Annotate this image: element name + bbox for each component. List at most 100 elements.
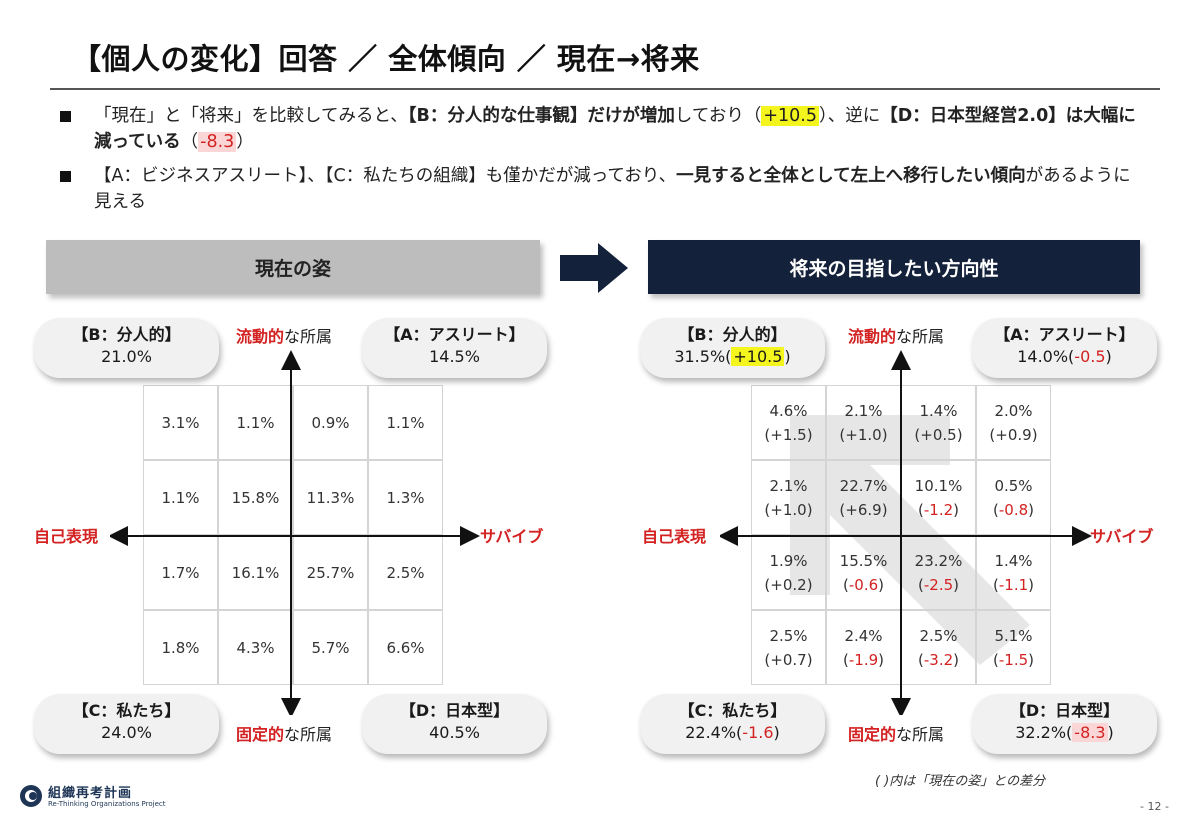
cell-diff: (+0.5) [914, 425, 963, 444]
cell-diff: (-1.9) [843, 650, 884, 669]
right-quadrant-a-value: 14.0%(-0.5) [1017, 347, 1112, 366]
left-grid-cell: 3.1% [143, 385, 218, 460]
left-quadrant-d-value: 40.5% [429, 723, 480, 742]
left-grid-cell: 25.7% [293, 535, 368, 610]
left-quadrant-b: 【B：分人的】 21.0% [34, 318, 219, 378]
cell-value: 6.6% [386, 638, 425, 657]
left-grid-cell: 2.5% [368, 535, 443, 610]
cell-value: 3.1% [161, 413, 200, 432]
right-axis-bottom-label: 固定的な所属 [848, 725, 945, 744]
bullet-square-icon [60, 171, 71, 182]
cell-value: 4.6% [769, 401, 808, 420]
current-state-header: 現在の姿 [46, 240, 540, 294]
cell-value: 5.7% [311, 638, 350, 657]
cell-diff: (+1.0) [839, 425, 888, 444]
cell-value: 2.5% [919, 626, 958, 645]
left-grid-cell: 1.7% [143, 535, 218, 610]
cell-diff: (-2.5) [918, 575, 959, 594]
cell-value: 2.0% [994, 401, 1033, 420]
future-direction-header: 将来の目指したい方向性 [648, 240, 1140, 294]
bullet-1-text-d: ）、逆に [818, 106, 881, 126]
left-grid-cell: 0.9% [293, 385, 368, 460]
left-axis-left-label: 自己表現 [34, 527, 99, 546]
right-quadrant-b: 【B：分人的】 31.5%(+10.5) [640, 318, 825, 378]
cell-value: 1.1% [386, 413, 425, 432]
bullet-1-text-c: しており（ [674, 106, 762, 126]
logo-dot-icon [29, 792, 37, 800]
left-quadrant-d-title: 【D：日本型】 [399, 701, 510, 720]
cell-value: 0.9% [311, 413, 350, 432]
right-quadrant-c-title: 【C：私たち】 [678, 701, 787, 720]
cell-value: 1.1% [236, 413, 275, 432]
cell-diff: (-0.8) [993, 500, 1034, 519]
cell-value: 16.1% [231, 563, 280, 582]
cell-diff: (+0.7) [764, 650, 813, 669]
cell-value: 5.1% [994, 626, 1033, 645]
cell-diff: (+1.5) [764, 425, 813, 444]
cell-value: 2.1% [769, 476, 808, 495]
left-grid-cell: 11.3% [293, 460, 368, 535]
right-axis-top-label: 流動的な所属 [848, 327, 945, 346]
bullet-1-emphasis-d: 【D：日本型経営2.0】は大幅に減っている [94, 106, 1136, 152]
right-quadrant-a: 【A：アスリート】 14.0%(-0.5) [972, 318, 1157, 378]
bullet-square-icon [60, 111, 71, 122]
cell-value: 4.3% [236, 638, 275, 657]
cell-diff: (-1.2) [918, 500, 959, 519]
cell-diff: (+0.9) [989, 425, 1038, 444]
cell-value: 15.8% [231, 488, 280, 507]
cell-value: 2.1% [844, 401, 883, 420]
left-quadrant-a-title: 【A：アスリート】 [384, 325, 525, 344]
right-axes [720, 350, 1092, 715]
right-grid-cell: 5.1% (-1.5) [976, 610, 1051, 685]
bullet-1: 「現在」と「将来」を比較してみると、【B：分人的な仕事観】だけが増加しており（ +… [60, 103, 1145, 155]
right-grid-cell: 2.5% (-3.2) [901, 610, 976, 685]
cell-diff: (+6.9) [839, 500, 888, 519]
left-quadrant-a-value: 14.5% [429, 347, 480, 366]
right-quadrant-a-title: 【A：アスリート】 [994, 325, 1135, 344]
cell-value: 1.4% [919, 401, 958, 420]
left-quadrant-a: 【A：アスリート】 14.5% [362, 318, 547, 378]
cell-value: 2.5% [386, 563, 425, 582]
right-quadrant-c: 【C：私たち】 22.4%(-1.6) [640, 694, 825, 754]
left-grid-cell: 1.8% [143, 610, 218, 685]
footnote: ( )内は「現在の姿」との差分 [875, 774, 1046, 789]
left-quadrant-c-value: 24.0% [101, 723, 152, 742]
right-grid-cell: 2.1% (+1.0) [751, 460, 826, 535]
cell-value: 1.8% [161, 638, 200, 657]
cell-value: 22.7% [839, 476, 888, 495]
right-grid-cell: 2.5% (+0.7) [751, 610, 826, 685]
right-grid-cell: 2.0% (+0.9) [976, 385, 1051, 460]
cell-value: 23.2% [914, 551, 963, 570]
page-number: - 12 - [1140, 800, 1169, 813]
cell-value: 11.3% [306, 488, 355, 507]
left-quadrant-b-value: 21.0% [101, 347, 152, 366]
bullet-1-paren-close: ） [236, 132, 254, 152]
left-axes [110, 350, 480, 715]
left-grid-cell: 5.7% [293, 610, 368, 685]
right-quadrant-d: 【D：日本型】 32.2%(-8.3) [972, 694, 1157, 754]
right-grid-cell: 4.6% (+1.5) [751, 385, 826, 460]
left-quadrant-b-title: 【B：分人的】 [72, 325, 181, 344]
left-grid-cell: 1.1% [143, 460, 218, 535]
cell-diff: (+0.2) [764, 575, 813, 594]
right-grid-cell: 1.4% (-1.1) [976, 535, 1051, 610]
left-quadrant-c: 【C：私たち】 24.0% [34, 694, 219, 754]
left-grid-cell: 6.6% [368, 610, 443, 685]
left-axis-bottom-label: 固定的な所属 [236, 725, 333, 744]
cell-diff: (+1.0) [764, 500, 813, 519]
left-grid-cell: 16.1% [218, 535, 293, 610]
left-grid-cell: 4.3% [218, 610, 293, 685]
left-grid-cell: 15.8% [218, 460, 293, 535]
logo-subtitle: Re-Thinking Organizations Project [48, 800, 166, 808]
cell-diff: (-1.1) [993, 575, 1034, 594]
right-grid-cell: 0.5% (-0.8) [976, 460, 1051, 535]
bullet-1-paren-open: （ [180, 132, 199, 152]
title-divider [50, 88, 1160, 90]
cell-value: 2.5% [769, 626, 808, 645]
direction-watermark-arrow-icon [790, 415, 1030, 665]
cell-value: 15.5% [839, 551, 888, 570]
left-grid-cell: 1.1% [218, 385, 293, 460]
cell-diff: (-3.2) [918, 650, 959, 669]
right-axis-right-label: サバイブ [1090, 527, 1154, 546]
left-grid-cell: 1.3% [368, 460, 443, 535]
